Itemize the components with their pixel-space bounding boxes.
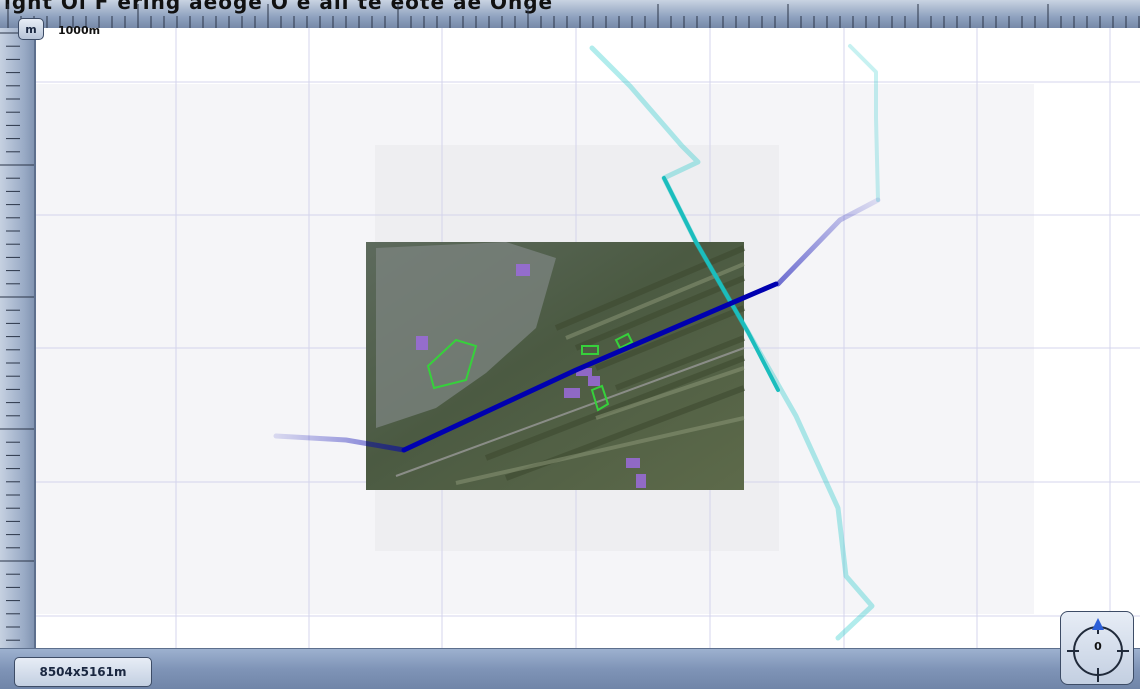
unit-button[interactable]: m xyxy=(18,18,44,40)
status-bar: 8504x5161m xyxy=(0,648,1140,689)
compass-heading: 0 xyxy=(1094,640,1102,653)
scale-label: 1000m xyxy=(58,24,101,37)
left-ruler-ticks xyxy=(0,32,34,641)
blue-route xyxy=(273,197,881,453)
map-size-readout: 8504x5161m xyxy=(14,657,152,687)
window-title-partial: ight Ol F ering aeoge O e all te eote ae… xyxy=(4,0,554,14)
top-ruler[interactable]: ight Ol F ering aeoge O e all te eote ae… xyxy=(0,0,1140,28)
map-svg[interactable] xyxy=(36,28,1140,648)
left-ruler[interactable] xyxy=(0,28,36,648)
top-ruler-ticks xyxy=(7,4,1140,28)
aerial-photo xyxy=(366,242,746,490)
cyan-route xyxy=(589,44,880,641)
compass-button[interactable]: 0 xyxy=(1060,611,1134,685)
compass-icon xyxy=(1067,618,1129,682)
map-canvas[interactable] xyxy=(36,28,1140,648)
